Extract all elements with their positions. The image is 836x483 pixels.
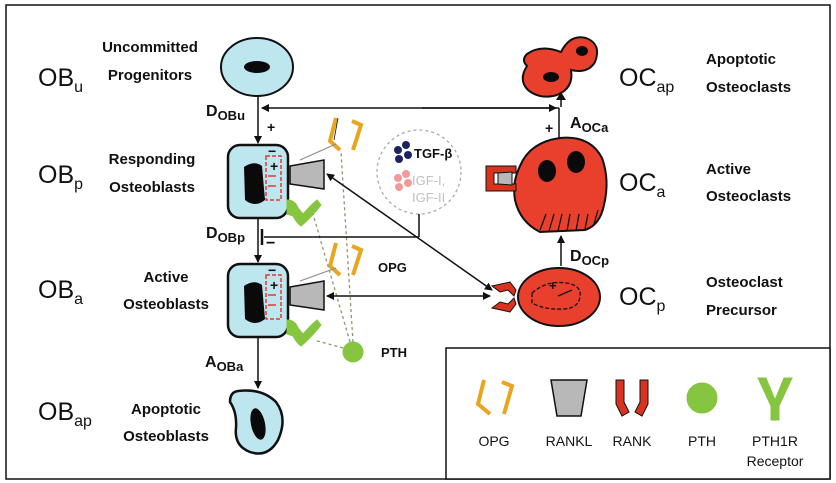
igf-1-label: IGF-I, [412,173,445,188]
label-oc-a-line1: Active [706,161,751,178]
label-ob-p-line2: Osteoblasts [109,179,195,196]
label-ob-a-line2: Osteoblasts [123,296,209,313]
legend-rank-icon [615,379,649,417]
opg-oba [327,242,364,277]
rank-oca [485,165,517,192]
opg-tether-oba [299,267,337,282]
arrow-obp-ocp [326,173,493,291]
ob-ap-cell [228,389,284,455]
label-oc-ap-line1: Apoptotic [706,51,776,68]
sign-plus-obu: + [267,119,275,135]
label-oc-ap-line2: Osteoclasts [706,79,791,96]
igf-2-label: IGF-II [412,190,445,205]
svg-text:−: − [268,143,276,159]
rate-a-oba: AOBa [205,354,244,374]
rate-d-obp: DOBp [206,225,245,245]
legend-rank-label: RANK [613,433,653,449]
legend-pth1r-label1: PTH1R [752,433,798,449]
pth-line-opg [340,151,354,343]
igf-dots [394,170,412,191]
legend-pth1r-label2: Receptor [747,453,804,469]
label-oc-p: OCp [619,283,666,315]
opg-obp [327,117,364,152]
oc-a-cell [513,136,608,234]
ob-u-cell [220,37,294,97]
label-ob-p-line1: Responding [109,151,196,168]
opg-text-label: OPG [378,260,407,275]
rate-d-obu: DOBu [206,103,245,123]
label-ob-p: OBp [38,161,83,193]
label-oc-p-line1: Osteoclast [706,274,783,291]
legend-pth1r-icon [757,377,793,421]
opg-tether-obp [299,143,337,161]
svg-text:OBp: OBp [38,161,83,193]
legend-pth-label: PTH [688,433,716,449]
label-ob-ap-line1: Apoptotic [131,401,201,418]
svg-text:DOBu: DOBu [206,103,245,123]
label-ob-u: OBu [38,64,83,96]
svg-text:DOCp: DOCp [570,248,609,268]
svg-text:OCa: OCa [619,169,666,201]
tgf-beta-label: TGF-β [414,146,452,161]
rankl-oba [289,280,325,311]
rankl-obp [289,159,325,190]
label-ob-ap: OBap [38,398,92,430]
oc-p-cell: + [517,267,601,327]
label-ob-ap-line2: Osteoblasts [123,428,209,445]
svg-text:−: − [268,262,276,278]
svg-text:OBap: OBap [38,398,92,430]
svg-text:AOCa: AOCa [570,115,609,135]
label-ob-a: OBa [38,276,83,308]
pth-line-oba [313,339,344,349]
legend-pth-icon [686,382,718,414]
label-oc-p-line2: Precursor [706,302,777,319]
label-oc-a: OCa [619,169,666,201]
svg-text:+: + [270,158,278,174]
rank-ocp [490,281,517,313]
sign-minus-obp: − [266,235,275,252]
svg-text:AOBa: AOBa [205,354,244,374]
growth-factor-pool [376,129,462,215]
svg-text:OBa: OBa [38,276,83,308]
pth-text-label: PTH [381,345,407,360]
sign-plus-oca: + [545,120,553,136]
svg-text:+: + [549,278,557,293]
label-oc-ap: OCap [619,64,674,96]
pth1r-obp [286,199,322,227]
label-ob-u-line2: Progenitors [108,67,192,84]
arrowhead-oca-to-ocap [556,92,566,100]
ob-a-cell: − + [226,262,290,339]
label-ob-a-line1: Active [143,269,188,286]
legend-rankl-label: RANKL [546,433,593,449]
legend-opg-icon [475,379,515,416]
oc-ap-cell [521,36,599,98]
rate-a-oca: AOCa [570,115,609,135]
tgf-beta-dots [394,141,412,163]
svg-text:+: + [270,277,278,293]
label-ob-u-line1: Uncommitted [102,39,198,56]
legend-rankl-icon [550,379,588,417]
legend-opg-label: OPG [478,433,509,449]
svg-text:OCp: OCp [619,283,666,315]
rate-d-ocp: DOCp [570,248,609,268]
pth-particle [342,341,364,363]
ob-p-cell: − + [226,143,290,220]
outer-frame [5,4,831,480]
svg-text:OCap: OCap [619,64,674,96]
pth1r-oba [286,319,322,347]
svg-text:OBu: OBu [38,64,83,96]
label-oc-a-line2: Osteoclasts [706,188,791,205]
svg-text:DOBp: DOBp [206,225,245,245]
